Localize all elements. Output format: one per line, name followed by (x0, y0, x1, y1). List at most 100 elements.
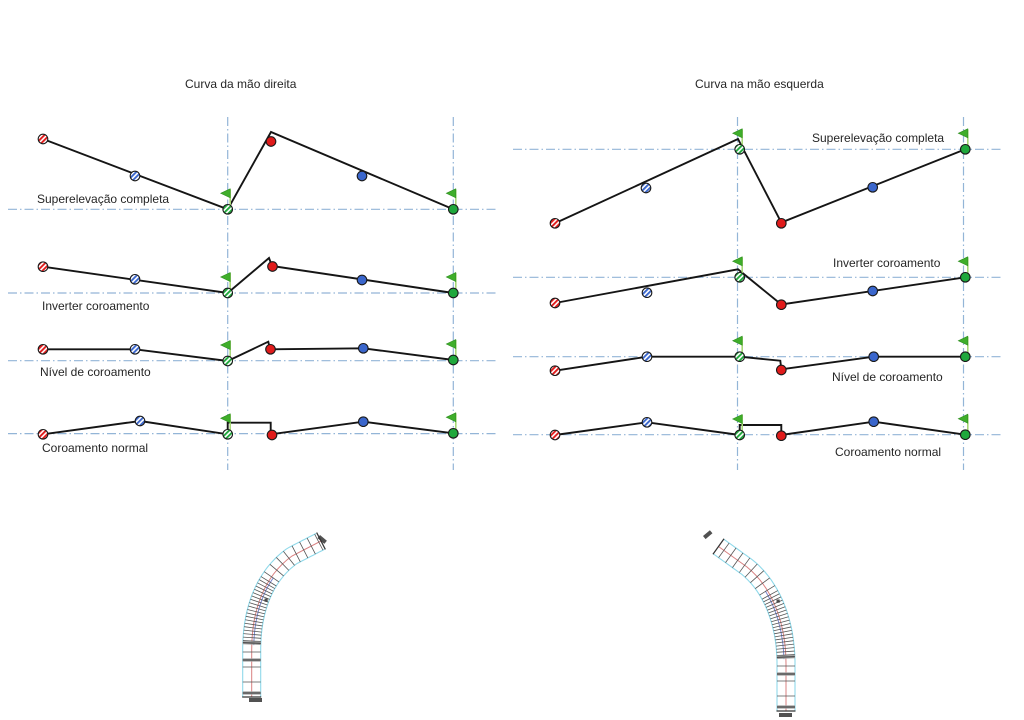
row-label-reverse-crown-left: Inverter coroamento (42, 299, 150, 313)
profile-line (554, 268, 966, 306)
marker-red-hatch (549, 297, 561, 309)
profile-line (42, 256, 454, 295)
road-centerline (251, 540, 322, 697)
road-station-mark (702, 530, 713, 540)
marker-green-hatch (222, 428, 234, 440)
row-label-reverse-crown-right: Inverter coroamento (833, 256, 941, 270)
marker-green-hatch (222, 287, 234, 299)
marker-red (775, 364, 787, 376)
road-section-tick (255, 585, 273, 595)
marker-green (447, 427, 459, 439)
marker-blue-hatch (129, 343, 141, 355)
road-section-tick (242, 642, 261, 644)
road-measure-path (252, 541, 321, 697)
road-section-tick (738, 557, 751, 573)
road-section-tick (242, 640, 261, 642)
flag-icon (957, 335, 969, 346)
road-section-tick (257, 582, 274, 592)
marker-green-hatch (222, 355, 234, 367)
row-label-normal-crown-left: Coroamento normal (42, 441, 149, 455)
marker-green (447, 354, 459, 366)
row-label-level-crown-left: Nível de coroamento (40, 365, 151, 379)
marker-blue-hatch (641, 351, 653, 363)
road-section-tick (771, 616, 789, 623)
flag-icon (731, 256, 743, 267)
marker-blue (867, 285, 879, 297)
marker-blue-hatch (129, 273, 141, 285)
marker-green (959, 429, 971, 441)
road-section-tick (774, 629, 792, 635)
road-section-tick (244, 626, 263, 630)
road-section-tick (776, 654, 795, 656)
road-section-tick (299, 541, 309, 559)
marker-green (447, 203, 459, 215)
road-edge-line (723, 538, 796, 711)
marker-red (775, 430, 787, 442)
diagram-title-right-hand-curve: Curva da mão direita (185, 77, 297, 91)
flag-icon (219, 188, 231, 199)
marker-red (775, 299, 787, 311)
road-section-tick (247, 609, 265, 615)
flag-icon (445, 188, 457, 199)
road-section-tick (245, 615, 264, 621)
road-edge-line (242, 533, 317, 697)
marker-blue-hatch (640, 182, 652, 194)
marker-blue (356, 274, 368, 286)
road-section-tick (769, 609, 787, 617)
road-section-tick (269, 563, 284, 577)
row-label-full-superelevation-left: Superelevação completa (37, 192, 170, 206)
road-section-tick (750, 570, 765, 583)
road-section-tick (772, 623, 791, 629)
road-section-tick (250, 598, 268, 606)
road-section-tick (306, 537, 316, 555)
marker-green-hatch (734, 429, 746, 441)
marker-green-hatch (734, 271, 746, 283)
flag-icon (731, 128, 743, 139)
road-station-mark (776, 599, 780, 603)
road-section-tick (775, 643, 794, 647)
road-section-tick (761, 590, 778, 600)
road-station-mark (249, 698, 262, 702)
marker-blue-hatch (641, 287, 653, 299)
road-section-tick (291, 545, 301, 563)
road-section-tick (759, 585, 776, 596)
road-section-tick (248, 605, 266, 612)
road-section-tick (725, 547, 737, 563)
road-station-mark (317, 535, 327, 544)
flag-icon (219, 413, 231, 424)
road-section-tick (243, 633, 262, 636)
marker-green-hatch (734, 143, 746, 155)
marker-blue (867, 181, 879, 193)
marker-red-hatch (549, 217, 561, 229)
road-section-tick (774, 633, 793, 638)
road-section-tick (776, 647, 795, 650)
road-section-tick (763, 593, 780, 603)
marker-red-hatch (549, 365, 561, 377)
road-station-mark (264, 598, 268, 602)
profile-line (554, 420, 966, 437)
road-section-tick (712, 538, 725, 555)
marker-blue (356, 170, 368, 182)
flag-icon (219, 340, 231, 350)
marker-blue (357, 416, 369, 428)
road-edge-line (712, 553, 778, 711)
road-section-tick (283, 551, 295, 566)
marker-green (959, 143, 971, 155)
profile-line (43, 340, 454, 362)
flag-icon (445, 412, 457, 423)
flag-icon (445, 272, 457, 282)
marker-red-hatch (37, 428, 49, 440)
road-edge-line (260, 548, 325, 697)
road-section-tick (249, 602, 267, 609)
marker-green (959, 271, 971, 283)
road-section-tick (244, 622, 263, 627)
road-section-tick (775, 636, 794, 641)
marker-red-hatch (549, 429, 561, 441)
flag-icon (957, 413, 969, 424)
road-section-tick (768, 606, 786, 614)
road-section-tick (260, 576, 277, 587)
road-section-tick (263, 571, 280, 583)
road-section-tick (258, 579, 276, 589)
road-section-tick (755, 577, 770, 589)
